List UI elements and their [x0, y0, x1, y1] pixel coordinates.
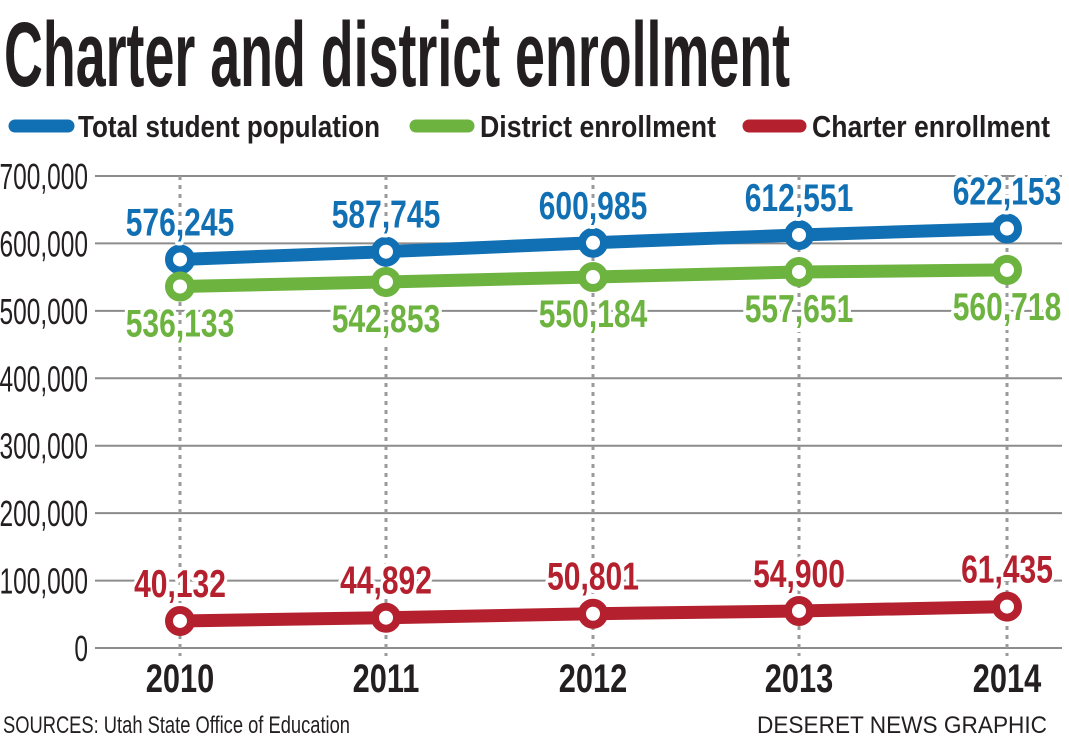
data-point — [784, 219, 814, 250]
data-label-wrap: 612,551 — [741, 173, 857, 224]
x-tick-label: 2012 — [559, 656, 628, 701]
data-label: 54,900 — [753, 552, 845, 596]
y-tick-label-wrap: 0 — [74, 628, 88, 669]
x-tick-label-wrap: 2011 — [353, 656, 420, 701]
y-tick-label-wrap: 200,000 — [0, 493, 88, 534]
y-tick-label: 100,000 — [0, 561, 88, 602]
data-label: 600,985 — [539, 184, 648, 228]
data-point — [784, 256, 814, 287]
data-label-wrap: 560,718 — [949, 282, 1065, 333]
data-point — [578, 262, 608, 293]
series-2: 40,132 44,892 50,801 54,900 61,435 — [131, 544, 1057, 636]
y-tick-label: 200,000 — [0, 493, 88, 534]
data-point — [578, 227, 608, 258]
credit: DESERET NEWS GRAPHIC — [757, 712, 1047, 739]
data-label-wrap: 536,133 — [122, 298, 238, 349]
legend-label: Total student population — [78, 109, 380, 144]
y-tick-label: 400,000 — [0, 359, 88, 400]
data-point — [165, 244, 195, 275]
data-label: 40,132 — [134, 562, 226, 606]
y-tick-label: 300,000 — [0, 426, 88, 467]
legend-label: Charter enrollment — [812, 109, 1050, 144]
data-label-wrap: 557,651 — [741, 284, 857, 335]
y-tick-label-wrap: 100,000 — [0, 561, 88, 602]
data-label: 536,133 — [126, 302, 235, 346]
grid: 0 100,000 200,000 300,000 400,000 500,000 600,… — [0, 156, 1062, 701]
data-point — [784, 595, 814, 626]
x-tick-label-wrap: 2014 — [973, 656, 1042, 701]
y-tick-label-wrap: 700,000 — [0, 156, 88, 197]
data-label: 560,718 — [953, 285, 1062, 329]
x-tick-label: 2014 — [973, 656, 1042, 701]
y-tick-label-wrap: 600,000 — [0, 224, 88, 265]
data-label: 50,801 — [547, 555, 639, 599]
data-point — [165, 605, 195, 636]
data-label-wrap: 576,245 — [122, 197, 238, 248]
y-tick-label-wrap: 500,000 — [0, 291, 88, 332]
data-label: 612,551 — [745, 176, 854, 220]
y-tick-label: 500,000 — [0, 291, 88, 332]
x-tick-label-wrap: 2010 — [146, 656, 215, 701]
legend-label: District enrollment — [480, 109, 716, 144]
data-label: 557,651 — [745, 287, 854, 331]
x-tick-label-wrap: 2012 — [559, 656, 628, 701]
data-label-wrap: 542,853 — [328, 294, 444, 345]
data-label: 44,892 — [340, 559, 432, 603]
x-tick-label: 2010 — [146, 656, 215, 701]
data-label: 550,184 — [539, 292, 648, 336]
y-tick-label: 600,000 — [0, 224, 88, 265]
y-tick-label: 0 — [74, 628, 88, 669]
data-label: 576,245 — [126, 201, 235, 245]
data-point — [165, 271, 195, 302]
data-label-wrap: 40,132 — [131, 559, 230, 610]
data-label: 587,745 — [332, 193, 441, 237]
data-point — [992, 213, 1022, 244]
chart-title: Charter and district enrollment — [4, 4, 790, 106]
series-1: 536,133 542,853 550,184 557,651 560,718 — [122, 254, 1065, 349]
data-label-wrap: 622,153 — [949, 166, 1065, 217]
legend: Total student population District enrollm… — [8, 109, 1050, 144]
data-label: 61,435 — [961, 548, 1053, 592]
data-label-wrap: 587,745 — [328, 189, 444, 240]
y-tick-label: 700,000 — [0, 156, 88, 197]
data-label-wrap: 44,892 — [337, 555, 436, 606]
data-label: 622,153 — [953, 170, 1062, 214]
x-tick-label: 2011 — [353, 656, 420, 701]
series-0: 576,245 587,745 600,985 612,551 622,153 — [122, 166, 1065, 275]
data-label: 542,853 — [332, 297, 441, 341]
series-group: 576,245 587,745 600,985 612,551 622,153 536,1… — [122, 166, 1065, 636]
data-point — [371, 236, 401, 267]
data-point — [992, 591, 1022, 622]
source-note: SOURCES: Utah State Office of Education — [3, 712, 350, 739]
x-tick-label-wrap: 2013 — [765, 656, 834, 701]
data-point — [371, 602, 401, 633]
data-label-wrap: 61,435 — [958, 544, 1057, 595]
data-point — [992, 254, 1022, 285]
data-label-wrap: 550,184 — [535, 289, 651, 340]
data-point — [371, 266, 401, 297]
data-label-wrap: 54,900 — [750, 549, 849, 600]
data-point — [578, 598, 608, 629]
data-label-wrap: 600,985 — [535, 181, 651, 232]
x-tick-label: 2013 — [765, 656, 834, 701]
data-label-wrap: 50,801 — [544, 551, 643, 602]
y-tick-label-wrap: 300,000 — [0, 426, 88, 467]
y-tick-label-wrap: 400,000 — [0, 359, 88, 400]
